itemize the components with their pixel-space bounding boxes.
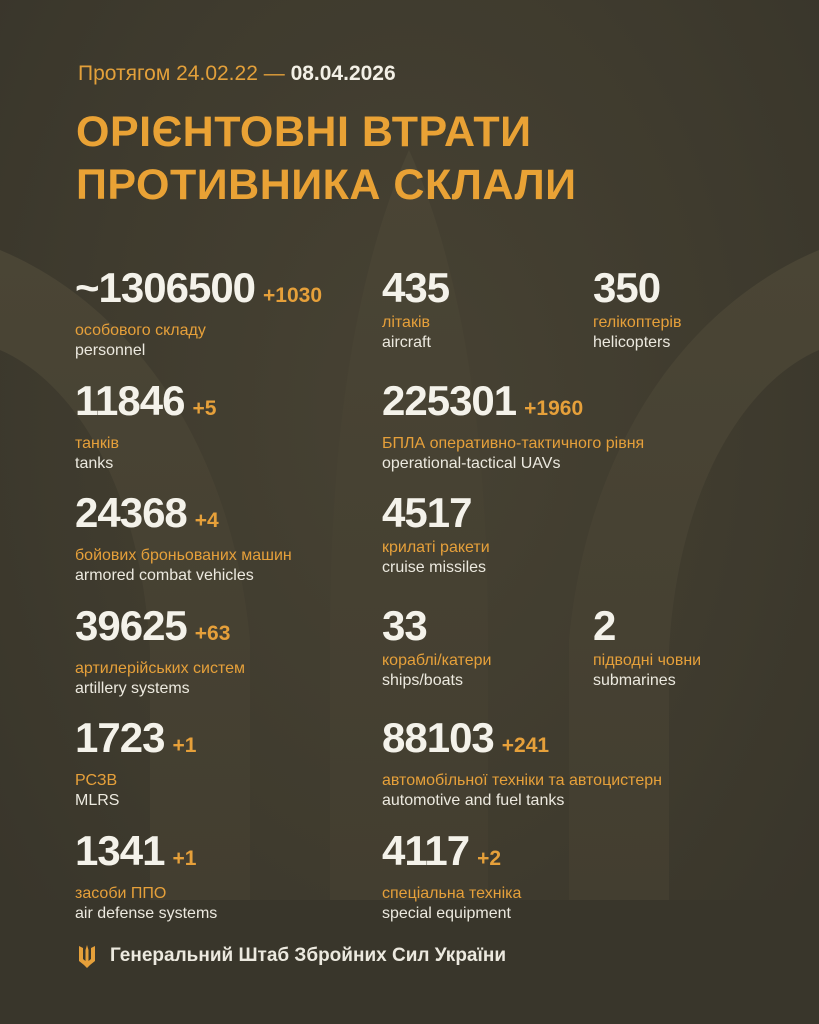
title-line-2: ПРОТИВНИКА СКЛАЛИ [76, 161, 577, 209]
stat-number: 11846 [75, 377, 185, 424]
footer: Генеральний Штаб Збройних Сил України [78, 944, 506, 968]
stat-label-en: MLRS [75, 792, 120, 809]
stat-label-ua: засоби ППО [75, 885, 167, 902]
stat-special-equipment: 4117 +2 спеціальна техніка special equipm… [382, 829, 521, 924]
stat-value: 11846 +5 [75, 379, 216, 431]
stat-label-ua: гелікоптерів [593, 314, 682, 331]
stat-submarines: 2 підводні човни submarines [593, 604, 701, 691]
stat-number: 435 [382, 264, 450, 311]
stat-value: 435 [382, 264, 450, 311]
stat-label-ua: танків [75, 435, 119, 452]
footer-text: Генеральний Штаб Збройних Сил України [110, 945, 506, 966]
stat-tanks: 11846 +5 танків tanks [75, 379, 216, 474]
stat-armored-vehicles: 24368 +4 бойових броньованих машин armore… [75, 491, 292, 586]
stat-label-en: artillery systems [75, 680, 190, 697]
trident-icon [79, 945, 95, 968]
stat-mlrs: 1723 +1 РСЗВ MLRS [75, 716, 196, 811]
stat-helicopters: 350 гелікоптерів helicopters [593, 266, 681, 353]
stat-number: 4517 [382, 489, 472, 536]
stat-aircraft: 435 літаків aircraft [382, 264, 450, 353]
stat-number: 2 [593, 602, 616, 649]
stat-value: 24368 +4 [75, 491, 292, 543]
stat-value: 1723 +1 [75, 716, 196, 768]
title-line-1: ОРІЄНТОВНІ ВТРАТИ [76, 108, 532, 156]
stat-label-en: special equipment [382, 905, 511, 922]
stat-artillery: 39625 +63 артилерійських систем artillery… [75, 604, 245, 699]
stat-value: 88103 +241 [382, 716, 662, 768]
stat-label-en: helicopters [593, 334, 671, 351]
period: Протягом 24.02.22 — 08.04.2026 [78, 62, 396, 86]
stat-personnel: ~1306500 +1030 особового складу personnel [75, 266, 322, 361]
period-start: Протягом 24.02.22 — [78, 62, 285, 85]
stat-automotive: 88103 +241 автомобільної техніки та автоц… [382, 716, 662, 811]
stat-label-ua: підводні човни [593, 652, 702, 669]
stat-air-defense: 1341 +1 засоби ППО air defense systems [75, 829, 217, 924]
stat-label-en: operational-tactical UAVs [382, 455, 561, 472]
stat-delta: +241 [501, 734, 550, 757]
stat-label-en: automotive and fuel tanks [382, 792, 565, 809]
stat-cruise-missiles: 4517 крилаті ракети cruise missiles [382, 491, 490, 578]
stat-ships: 33 кораблі/катери ships/boats [382, 604, 491, 691]
stat-value: 4117 +2 [382, 829, 521, 881]
stat-value: 2 [593, 604, 701, 648]
stat-value: 33 [382, 604, 491, 648]
stat-label-ua: особового складу [75, 322, 206, 339]
stat-label-ua: кораблі/катери [382, 652, 492, 669]
stat-label-ua: крилаті ракети [382, 539, 490, 556]
stat-delta: +63 [194, 622, 231, 645]
stat-label-en: aircraft [382, 334, 431, 351]
stat-label-ua: автомобільної техніки та автоцистерн [382, 772, 662, 789]
stat-delta: +1 [172, 847, 197, 870]
stat-number: 1723 [75, 714, 165, 761]
stat-delta: +4 [194, 509, 219, 532]
stat-label-en: ships/boats [382, 672, 463, 689]
stat-delta: +2 [477, 847, 502, 870]
stat-value: 350 [593, 266, 681, 310]
stat-value: 225301 +1960 [382, 379, 644, 431]
stat-uavs: 225301 +1960 БПЛА оперативно-тактичного р… [382, 379, 644, 474]
stat-delta: +5 [192, 397, 217, 420]
stat-number: 1341 [75, 827, 165, 874]
stat-label-ua: спеціальна техніка [382, 885, 522, 902]
stat-label-ua: літаків [382, 314, 430, 331]
page-title: ОРІЄНТОВНІ ВТРАТИ ПРОТИВНИКА СКЛАЛИ [76, 106, 577, 212]
stat-value: 1341 +1 [75, 829, 217, 881]
stat-number: ~1306500 [75, 264, 256, 311]
stat-number: 39625 [75, 602, 188, 649]
stat-value: 39625 +63 [75, 604, 245, 656]
stat-label-en: air defense systems [75, 905, 218, 922]
stat-label-en: cruise missiles [382, 559, 487, 576]
stat-label-ua: РСЗВ [75, 772, 118, 789]
stat-label-en: armored combat vehicles [75, 567, 254, 584]
stat-number: 225301 [382, 377, 517, 424]
stat-value: ~1306500 +1030 [75, 266, 322, 318]
stat-value: 4517 [382, 491, 490, 535]
stat-label-en: tanks [75, 455, 114, 472]
stat-number: 350 [593, 264, 661, 311]
stat-label-en: submarines [593, 672, 676, 689]
stat-label-ua: бойових броньованих машин [75, 547, 292, 564]
stat-number: 88103 [382, 714, 495, 761]
stat-label-en: personnel [75, 342, 146, 359]
stat-label-ua: БПЛА оперативно-тактичного рівня [382, 435, 645, 452]
stat-number: 24368 [75, 489, 188, 536]
period-end: 08.04.2026 [290, 62, 396, 85]
stat-delta: +1 [172, 734, 197, 757]
stat-number: 4117 [382, 827, 470, 874]
stat-delta: +1960 [524, 397, 584, 420]
stat-label-ua: артилерійських систем [75, 660, 246, 677]
stat-delta: +1030 [263, 284, 323, 307]
stat-number: 33 [382, 602, 428, 649]
